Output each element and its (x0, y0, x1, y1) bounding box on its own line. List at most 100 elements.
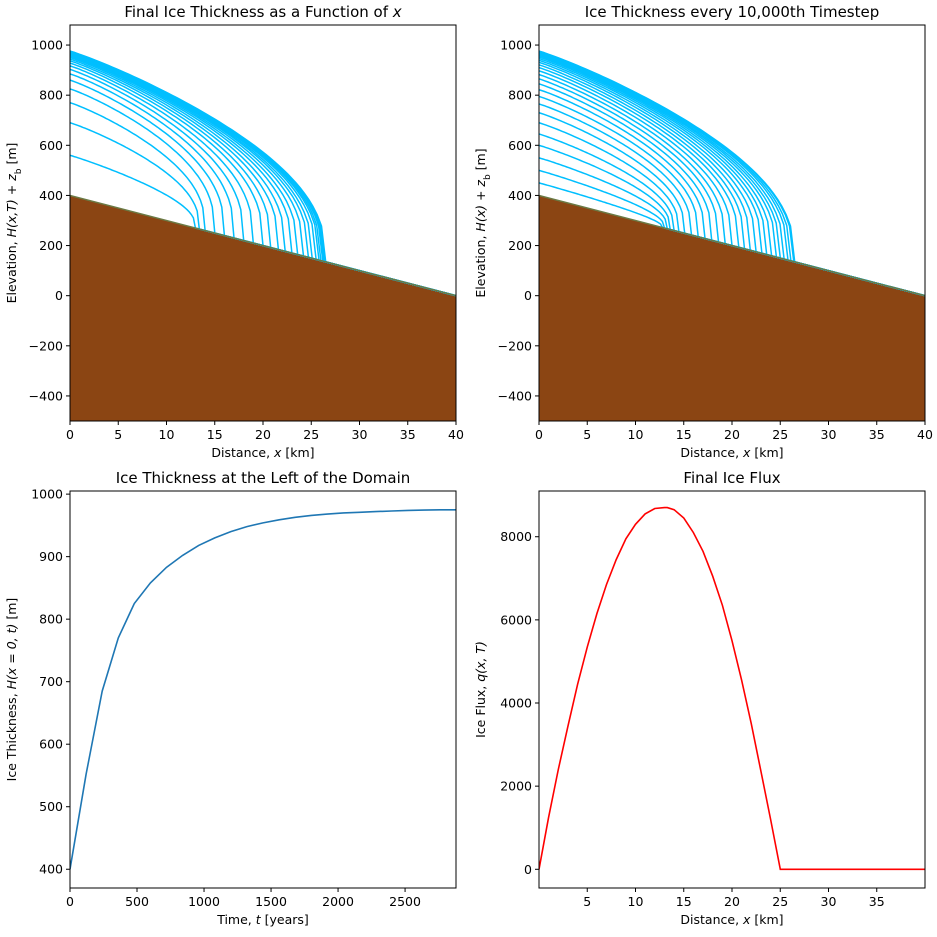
y-tick-label: 1000 (500, 38, 532, 53)
ice-profile-22 (539, 54, 925, 297)
y-tick-label: 4000 (500, 696, 532, 711)
y-axis-label: Elevation, H(x,T) + zb [m] (4, 143, 24, 304)
ice-profile-9 (70, 62, 456, 297)
chart-title: Ice Thickness every 10,000th Timestep (585, 3, 880, 21)
chart-title: Ice Thickness at the Left of the Domain (116, 469, 411, 487)
y-tick-label: −400 (29, 388, 63, 403)
ice-profile-15 (70, 53, 456, 297)
x-tick-label: 5 (583, 427, 591, 442)
x-tick-label: 35 (869, 894, 885, 909)
ice-profile-3 (539, 157, 925, 297)
bed-surface-line (539, 194, 925, 297)
ice-profile-5 (70, 79, 456, 297)
y-tick-label: 500 (39, 799, 63, 814)
ice-profile-15 (539, 66, 925, 297)
y-tick-label: 700 (39, 674, 63, 689)
y-tick-label: −200 (29, 338, 63, 353)
y-tick-label: 2000 (500, 779, 532, 794)
y-tick-label: −400 (498, 388, 532, 403)
x-tick-label: 0 (66, 894, 74, 909)
x-tick-label: 15 (207, 427, 223, 442)
ice-profile-12 (70, 56, 456, 297)
y-tick-label: 800 (39, 612, 63, 627)
y-tick-label: −200 (498, 338, 532, 353)
x-tick-label: 30 (352, 427, 368, 442)
ice-profile-7 (539, 111, 925, 297)
ice-profile-16 (539, 64, 925, 297)
y-tick-label: 600 (39, 138, 63, 153)
x-tick-label: 0 (535, 427, 543, 442)
axes-frame (69, 490, 457, 889)
x-tick-label: 25 (772, 894, 788, 909)
ice-profile-28 (539, 50, 925, 297)
ice-profile-20 (539, 56, 925, 297)
ice-profile-6 (70, 73, 456, 297)
x-tick-label: 1000 (188, 894, 220, 909)
ice-profile-21 (539, 55, 925, 297)
ice-profile-6 (539, 121, 925, 297)
ice-profile-1 (70, 154, 456, 297)
y-tick-label: 600 (508, 138, 532, 153)
y-tick-label: 600 (39, 737, 63, 752)
plot-area (70, 508, 456, 870)
y-tick-label: 400 (508, 188, 532, 203)
x-tick-label: 40 (448, 427, 464, 442)
ice-profile-8 (70, 65, 456, 297)
y-tick-label: 400 (39, 862, 63, 877)
x-tick-label: 20 (724, 894, 740, 909)
x-tick-label: 20 (724, 427, 740, 442)
series-line-1 (539, 506, 925, 871)
ice-profile-4 (70, 88, 456, 297)
x-tick-label: 40 (917, 427, 933, 442)
subplot-4: 5 10 15 20 25 30 35 0 2000 4000 6000 8000 Final Ice … (473, 469, 926, 927)
ice-profile-10 (70, 60, 456, 297)
x-tick-label: 10 (628, 427, 644, 442)
bed-surface-line (70, 194, 456, 297)
x-tick-label: 1500 (255, 894, 287, 909)
ice-profile-12 (539, 78, 925, 297)
y-tick-label: 800 (39, 88, 63, 103)
subplot-1: 0 5 10 15 20 25 30 35 40 −400 −200 0 200 400 600 800 100… (4, 3, 464, 460)
ice-profile-2 (539, 169, 925, 297)
x-axis-label: Distance, x [km] (211, 445, 314, 460)
ice-profile-5 (539, 133, 925, 297)
x-tick-label: 5 (114, 427, 122, 442)
y-tick-label: 400 (39, 188, 63, 203)
plot-area (70, 50, 456, 421)
chart-title: Final Ice Flux (683, 469, 780, 487)
y-tick-label: 6000 (500, 612, 532, 627)
x-axis-label: Distance, x [km] (680, 912, 783, 927)
y-tick-label: 800 (508, 88, 532, 103)
y-axis-label: Elevation, H(x) + zb [m] (473, 148, 493, 297)
ice-profile-23 (539, 53, 925, 297)
bed-fill (539, 195, 925, 421)
x-tick-label: 25 (303, 427, 319, 442)
subplot-2: 0 5 10 15 20 25 30 35 40 −400 −200 0 200 400 600 800 100… (473, 3, 933, 460)
ice-profile-13 (70, 55, 456, 297)
y-tick-label: 8000 (500, 529, 532, 544)
y-tick-label: 200 (508, 238, 532, 253)
y-tick-label: 1000 (31, 487, 63, 502)
x-tick-label: 30 (821, 427, 837, 442)
x-tick-label: 10 (159, 427, 175, 442)
ice-profile-8 (539, 103, 925, 297)
series-line-1 (70, 508, 456, 870)
y-axis-label: Ice Thickness, H(x = 0, t) [m] (4, 598, 19, 782)
y-tick-label: 900 (39, 549, 63, 564)
x-tick-label: 25 (772, 427, 788, 442)
x-tick-label: 15 (676, 894, 692, 909)
ice-profile-18 (539, 59, 925, 297)
plot-area (539, 506, 925, 871)
ice-profile-3 (70, 101, 456, 297)
subplot-3: 0 500 1000 1500 2000 2500 400 500 600 700 800 900 10… (4, 469, 457, 927)
x-tick-label: 30 (821, 894, 837, 909)
x-tick-label: 0 (66, 427, 74, 442)
ice-profile-7 (70, 68, 456, 297)
x-tick-label: 10 (628, 894, 644, 909)
y-tick-label: 0 (524, 288, 532, 303)
ice-profile-13 (539, 73, 925, 297)
ice-profile-10 (539, 88, 925, 297)
plot-area (539, 50, 925, 421)
x-tick-label: 35 (869, 427, 885, 442)
